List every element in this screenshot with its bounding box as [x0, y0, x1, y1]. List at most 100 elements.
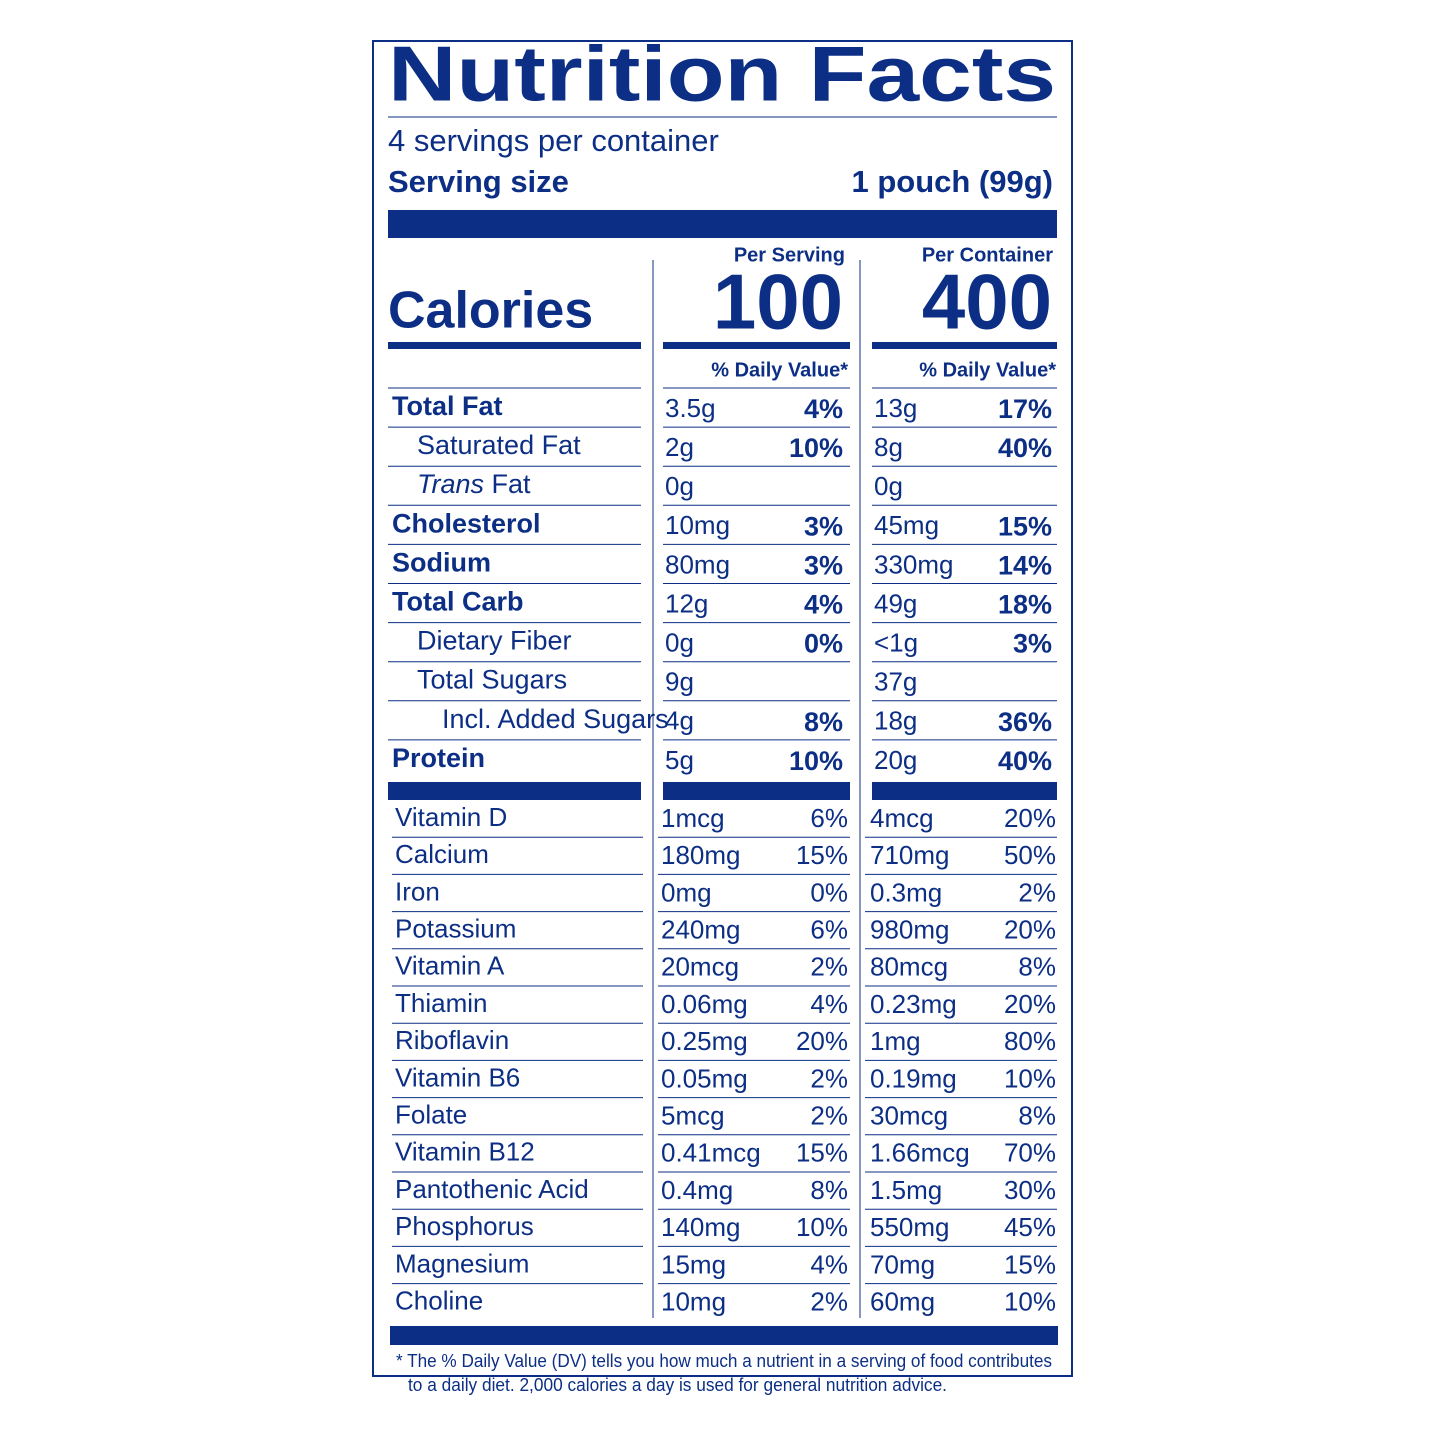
amount: 550mg [870, 1212, 950, 1242]
nutrient-name-text: Total Fat [392, 391, 503, 421]
amount: 0.06mg [661, 989, 748, 1019]
amount: 3.5g [665, 393, 716, 423]
amount: 330mg [874, 549, 954, 579]
amount: 4mcg [870, 803, 934, 833]
daily-value: 4% [804, 590, 843, 620]
footnote: * The % Daily Value (DV) tells you how m… [396, 1351, 1052, 1371]
calories-bar [872, 342, 1057, 349]
daily-value: 2% [1018, 877, 1056, 907]
amount: 49g [874, 588, 917, 618]
nutrient-name: Protein [392, 743, 485, 773]
daily-value: 70% [1004, 1138, 1056, 1168]
nutrient-name-text: Dietary Fiber [417, 626, 572, 656]
amount: 1mg [870, 1026, 921, 1056]
vitamin-name: Potassium [395, 913, 516, 943]
amount: 0.05mg [661, 1063, 748, 1093]
amount: 8g [874, 432, 903, 462]
daily-value: 6% [810, 914, 848, 944]
daily-value: 6% [810, 803, 848, 833]
amount: 60mg [870, 1286, 935, 1316]
daily-value: 0% [810, 877, 848, 907]
daily-value: 3% [1013, 629, 1052, 659]
calories-value: 400 [922, 258, 1052, 346]
daily-value: 18% [998, 590, 1052, 620]
column-header: Per Serving [734, 244, 845, 266]
amount: 0g [665, 471, 694, 501]
servings: 4 servings per container [388, 123, 719, 158]
daily-value: 8% [804, 707, 843, 737]
amount: 80mg [665, 549, 730, 579]
daily-value: 80% [1004, 1026, 1056, 1056]
daily-value: 40% [998, 433, 1052, 463]
vitamin-name: Choline [395, 1285, 483, 1315]
daily-value: 8% [810, 1175, 848, 1205]
amount: 5mcg [661, 1100, 725, 1130]
nutrient-name: Total Fat [392, 391, 503, 421]
column-header: Per Container [922, 244, 1053, 266]
nutrient-name-text: Cholesterol [392, 508, 541, 538]
thick-bar [872, 782, 1057, 800]
daily-value: 20% [1004, 803, 1056, 833]
amount: 180mg [661, 840, 741, 870]
amount: 0g [665, 627, 694, 657]
nutrient-name: Total Carb [392, 587, 524, 617]
amount: 140mg [661, 1212, 741, 1242]
amount: 45mg [874, 510, 939, 540]
daily-value: 15% [998, 511, 1052, 541]
daily-value: 20% [1004, 989, 1056, 1019]
nutrient-name-text: Total Carb [392, 587, 524, 617]
daily-value: 4% [804, 394, 843, 424]
daily-value: 3% [804, 511, 843, 541]
daily-value: 0% [804, 629, 843, 659]
daily-value: 10% [1004, 1063, 1056, 1093]
calories-bar [663, 342, 850, 349]
amount: 10mg [661, 1286, 726, 1316]
amount: 0.23mg [870, 989, 957, 1019]
nutrient-name-text: Total Sugars [417, 665, 567, 695]
title: Nutrition Facts [388, 30, 1056, 118]
amount: 13g [874, 393, 917, 423]
daily-value: 15% [1004, 1249, 1056, 1279]
nutrient-name-italic: Trans [417, 469, 484, 499]
amount: 15mg [661, 1249, 726, 1279]
daily-value: 15% [796, 840, 848, 870]
serving-size-value: 1 pouch (99g) [851, 164, 1053, 199]
thick-bar [663, 782, 850, 800]
vitamin-name: Pantothenic Acid [395, 1174, 589, 1204]
daily-value: 4% [810, 989, 848, 1019]
amount: 37g [874, 667, 917, 697]
daily-value: 2% [810, 1100, 848, 1130]
dv-header: % Daily Value* [711, 359, 848, 381]
amount: 2g [665, 432, 694, 462]
calories-bar [388, 342, 641, 349]
amount: 20mcg [661, 952, 739, 982]
thick-bar [388, 782, 641, 800]
daily-value: 15% [796, 1138, 848, 1168]
vitamin-name: Magnesium [395, 1248, 529, 1278]
amount: 18g [874, 706, 917, 736]
amount: 0g [874, 471, 903, 501]
amount: 0.19mg [870, 1063, 957, 1093]
thick-bar [390, 1326, 1058, 1345]
daily-value: 10% [789, 433, 843, 463]
serving-size-label: Serving size [388, 164, 569, 199]
vitamin-name: Riboflavin [395, 1025, 509, 1055]
nutrient-name-text: Sodium [392, 548, 491, 578]
amount: <1g [874, 627, 918, 657]
daily-value: 20% [796, 1026, 848, 1056]
nutrient-name: Saturated Fat [417, 430, 581, 460]
amount: 80mcg [870, 952, 948, 982]
daily-value: 8% [1018, 952, 1056, 982]
daily-value: 10% [796, 1212, 848, 1242]
daily-value: 3% [804, 551, 843, 581]
daily-value: 10% [1004, 1286, 1056, 1316]
dv-header: % Daily Value* [919, 359, 1056, 381]
daily-value: 2% [810, 952, 848, 982]
daily-value: 2% [810, 1063, 848, 1093]
amount: 0mg [661, 877, 712, 907]
daily-value: 14% [998, 551, 1052, 581]
amount: 0.41mcg [661, 1138, 761, 1168]
amount: 0.4mg [661, 1175, 733, 1205]
